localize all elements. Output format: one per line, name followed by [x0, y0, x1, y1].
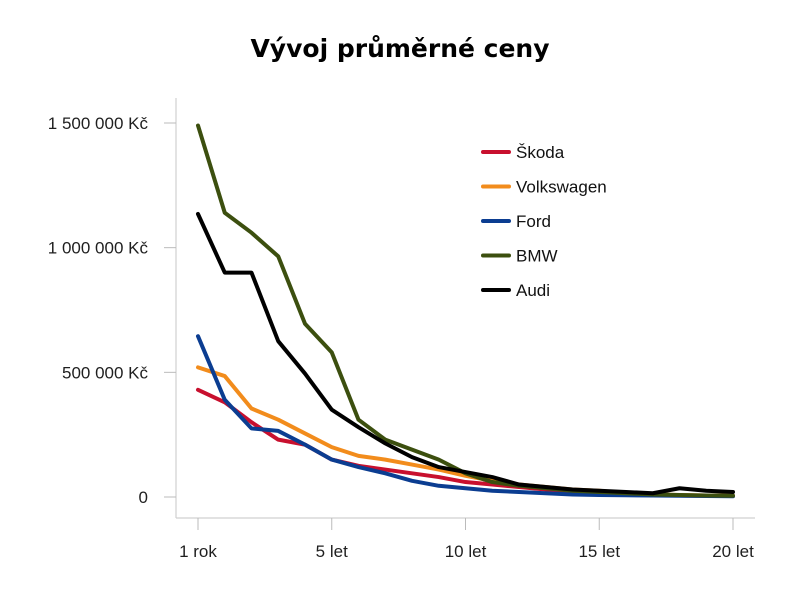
y-axis-ticks: 0 500 000 Kč 1 000 000 Kč 1 500 000 Kč	[48, 114, 176, 507]
x-axis-ticks: 1 rok 5 let 10 let 15 let 20 let	[179, 518, 754, 561]
x-tick-label: 10 let	[445, 542, 487, 561]
x-tick-label: 5 let	[316, 542, 348, 561]
y-tick-label: 1 000 000 Kč	[48, 239, 149, 258]
series-line-škoda	[196, 387, 735, 499]
series-line-audi	[196, 212, 735, 496]
legend-label: Audi	[516, 281, 550, 300]
chart-title: Vývoj průměrné ceny	[250, 34, 550, 63]
y-tick-label: 500 000 Kč	[62, 363, 149, 382]
axes	[175, 98, 755, 519]
x-tick-label: 15 let	[578, 542, 620, 561]
x-tick-label: 20 let	[712, 542, 754, 561]
legend: Škoda Volkswagen Ford BMW Audi	[481, 143, 607, 300]
y-tick-label: 0	[139, 488, 148, 507]
x-tick-label: 1 rok	[179, 542, 217, 561]
legend-label: Volkswagen	[516, 178, 607, 197]
legend-label: Ford	[516, 212, 551, 231]
y-tick-label: 1 500 000 Kč	[48, 114, 149, 133]
legend-label: BMW	[516, 247, 558, 266]
series-lines	[196, 123, 735, 499]
legend-label: Škoda	[516, 143, 565, 162]
